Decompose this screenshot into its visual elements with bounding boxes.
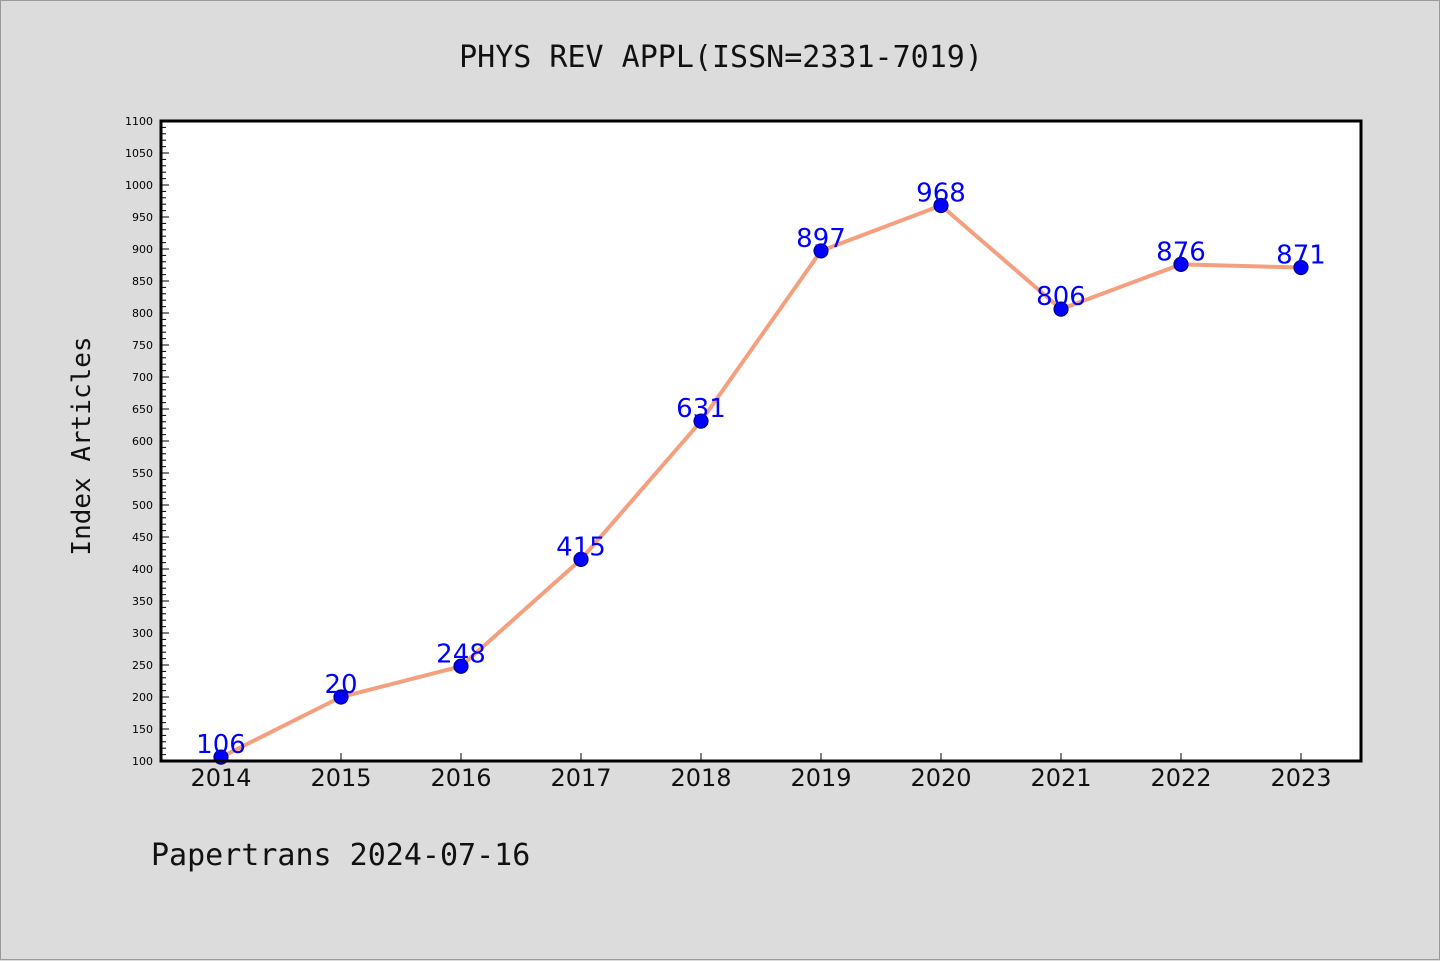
plot-frame bbox=[159, 119, 1363, 763]
data-label: 106 bbox=[196, 730, 246, 760]
x-axis: 2014 2015 2016 2017 2018 2019 2020 2021 2022 2023 bbox=[190, 753, 1332, 792]
x-tick-label: 2020 bbox=[910, 764, 971, 792]
y-tick-label: 800 bbox=[132, 307, 153, 320]
x-tick-label: 2016 bbox=[430, 764, 491, 792]
x-tick-label: 2021 bbox=[1030, 764, 1091, 792]
plot-area bbox=[161, 121, 1361, 761]
data-point bbox=[813, 243, 829, 259]
x-tick-label: 2015 bbox=[310, 764, 371, 792]
y-tick-label: 900 bbox=[132, 243, 153, 256]
y-tick-label: 300 bbox=[132, 627, 153, 640]
y-tick-label: 700 bbox=[132, 371, 153, 384]
y-tick-label: 950 bbox=[132, 211, 153, 224]
data-point bbox=[1053, 301, 1069, 317]
data-label: 968 bbox=[916, 178, 966, 208]
y-tick-label: 750 bbox=[132, 339, 153, 352]
series-group: 106 20 248 415 631 897 968 806 876 871 bbox=[196, 178, 1326, 765]
y-tick-label: 500 bbox=[132, 499, 153, 512]
y-tick-label: 400 bbox=[132, 563, 153, 576]
y-axis: 100 150 200 250 300 350 400 450 500 550 600 650 700 7… bbox=[125, 115, 169, 768]
y-tick-label: 150 bbox=[132, 723, 153, 736]
data-point bbox=[453, 658, 469, 674]
data-label: 897 bbox=[796, 224, 846, 254]
x-tick-label: 2022 bbox=[1150, 764, 1211, 792]
data-point bbox=[693, 413, 709, 429]
data-label: 876 bbox=[1156, 237, 1206, 267]
x-tick-label: 2017 bbox=[550, 764, 611, 792]
data-label: 415 bbox=[556, 532, 606, 562]
y-tick-label: 100 bbox=[132, 755, 153, 768]
x-tick-label: 2014 bbox=[190, 764, 251, 792]
y-tick-label: 350 bbox=[132, 595, 153, 608]
footer-date-label: Papertrans 2024-07-16 bbox=[151, 838, 530, 873]
y-tick-label: 1000 bbox=[125, 179, 153, 192]
x-tick-label: 2019 bbox=[790, 764, 851, 792]
y-tick-label: 450 bbox=[132, 531, 153, 544]
data-label: 631 bbox=[676, 394, 726, 424]
chart-title: PHYS REV APPL(ISSN=2331-7019) bbox=[459, 40, 983, 75]
data-point bbox=[333, 689, 349, 705]
x-tick-label: 2023 bbox=[1270, 764, 1331, 792]
y-tick-label: 850 bbox=[132, 275, 153, 288]
data-point bbox=[573, 551, 589, 568]
y-tick-label: 1100 bbox=[125, 115, 153, 128]
y-tick-label: 1050 bbox=[125, 147, 153, 160]
data-label: 20 bbox=[324, 670, 357, 700]
data-label: 806 bbox=[1036, 282, 1086, 312]
y-tick-label: 550 bbox=[132, 467, 153, 480]
y-tick-label: 650 bbox=[132, 403, 153, 416]
y-tick-label: 600 bbox=[132, 435, 153, 448]
data-point bbox=[1173, 256, 1189, 272]
series-line bbox=[219, 203, 1303, 760]
data-label: 871 bbox=[1276, 241, 1326, 271]
y-tick-label: 250 bbox=[132, 659, 153, 672]
data-point bbox=[1293, 259, 1309, 276]
data-point bbox=[933, 197, 949, 214]
y-tick-label: 200 bbox=[132, 691, 153, 704]
y-axis-label: Index Articles bbox=[67, 336, 97, 555]
x-tick-label: 2018 bbox=[670, 764, 731, 792]
data-label: 248 bbox=[436, 639, 486, 669]
